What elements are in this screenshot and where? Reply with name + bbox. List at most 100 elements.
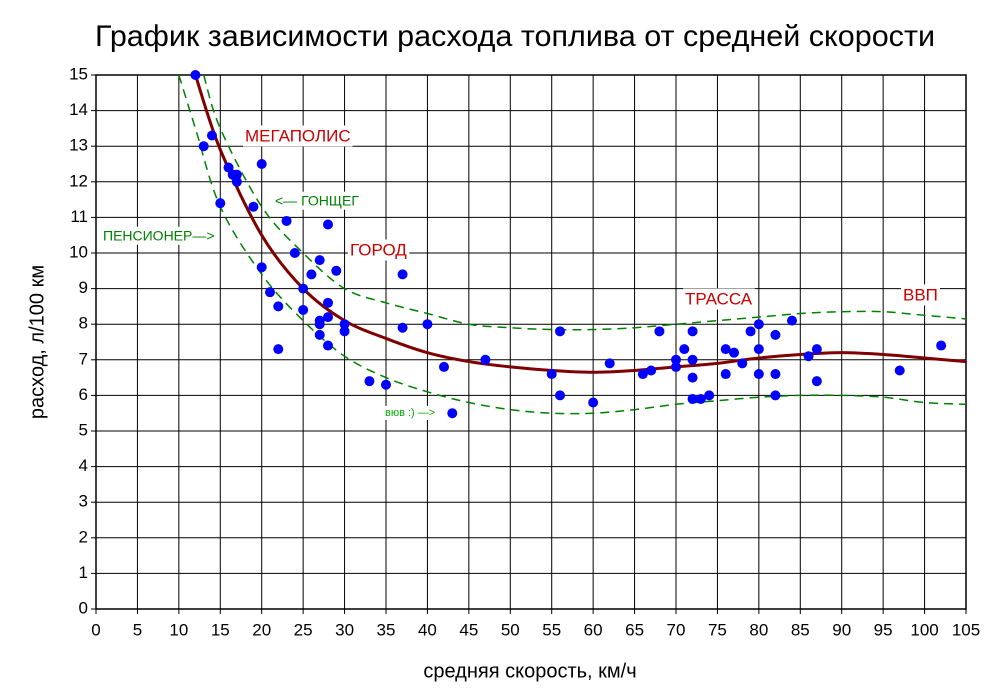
x-tick-label: 45	[459, 620, 478, 639]
point	[439, 361, 449, 372]
y-tick-label: 12	[69, 171, 88, 190]
point	[811, 376, 822, 387]
point	[190, 70, 201, 80]
point	[936, 340, 947, 351]
point	[314, 319, 325, 330]
y-tick-label: 6	[79, 385, 88, 404]
point	[679, 344, 690, 355]
y-tick-label: 11	[70, 207, 88, 226]
point	[281, 215, 292, 226]
annotation: ПЕНСИОНЕР—>	[103, 228, 215, 244]
point	[298, 283, 309, 294]
annotation: вюв :) —>	[385, 407, 435, 419]
point	[604, 358, 615, 369]
point	[306, 269, 317, 280]
point	[720, 344, 731, 355]
annotation-bg	[101, 226, 217, 245]
point	[298, 304, 309, 315]
point	[704, 390, 715, 401]
x-tick-label: 30	[335, 620, 354, 639]
point	[745, 326, 756, 337]
point	[323, 219, 333, 230]
annotation-bg	[683, 288, 755, 310]
point	[753, 369, 764, 380]
annotation: ГОРОД	[350, 240, 407, 259]
point	[753, 319, 764, 330]
point	[265, 287, 275, 298]
y-tick-label: 13	[69, 136, 88, 155]
point	[256, 262, 267, 273]
x-tick-label: 55	[542, 620, 561, 639]
point	[753, 344, 764, 355]
point	[273, 344, 284, 355]
x-tick-label: 70	[667, 620, 686, 639]
point	[248, 201, 259, 212]
point	[687, 393, 698, 404]
point	[323, 312, 333, 323]
y-tick-label: 4	[79, 456, 88, 475]
point	[231, 176, 242, 187]
point	[314, 329, 325, 340]
x-tick-label: 0	[91, 620, 100, 639]
y-tick-label: 3	[79, 492, 88, 511]
x-tick-label: 85	[791, 620, 810, 639]
point	[646, 365, 657, 376]
point	[803, 351, 814, 362]
point	[256, 159, 267, 169]
x-tick-label: 95	[874, 620, 893, 639]
point	[555, 390, 565, 401]
plot-area	[95, 74, 967, 610]
point	[737, 358, 748, 369]
point	[588, 397, 599, 408]
point	[729, 347, 739, 358]
point	[787, 315, 797, 326]
point	[397, 269, 408, 280]
point	[273, 301, 284, 312]
x-tick-label: 90	[832, 620, 851, 639]
point	[671, 354, 681, 365]
point	[555, 326, 565, 337]
point	[314, 255, 325, 266]
point	[720, 369, 731, 380]
x-tick-label: 60	[584, 620, 603, 639]
point	[671, 361, 681, 372]
bound-curve	[178, 74, 967, 415]
point	[331, 265, 342, 276]
point	[687, 326, 698, 337]
x-tick-label: 65	[625, 620, 644, 639]
annotation-bg	[383, 405, 438, 420]
y-tick-label: 8	[79, 314, 88, 333]
x-tick-label: 10	[169, 620, 188, 639]
point	[339, 319, 350, 330]
y-tick-label: 2	[79, 527, 88, 546]
y-tick-label: 10	[69, 242, 88, 261]
point	[770, 390, 781, 401]
point	[397, 322, 408, 333]
point	[894, 365, 905, 376]
point	[207, 130, 217, 141]
annotation: <— ГОНЩЕГ	[275, 193, 359, 209]
point	[381, 379, 391, 390]
chart-title: График зависимости расхода топлива от ср…	[95, 20, 935, 53]
x-tick-label: 20	[252, 620, 271, 639]
y-axis-label: расход, л/100 км	[26, 265, 48, 419]
y-tick-label: 15	[69, 64, 88, 83]
point	[422, 319, 433, 330]
annotation-bg	[273, 191, 362, 210]
y-tick-label: 5	[79, 420, 88, 439]
y-tick-label: 7	[79, 349, 88, 368]
point	[198, 141, 209, 152]
x-tick-label: 35	[377, 620, 396, 639]
annotation-bg	[243, 125, 353, 147]
point	[364, 376, 375, 387]
point	[637, 369, 648, 380]
y-tick-label: 0	[79, 598, 88, 617]
annotation: МЕГАПОЛИС	[245, 126, 351, 145]
x-tick-label: 105	[952, 620, 980, 639]
point	[289, 248, 300, 258]
point	[447, 408, 458, 419]
x-tick-label: 15	[211, 620, 230, 639]
x-tick-label: 100	[910, 620, 938, 639]
x-tick-label: 5	[133, 620, 142, 639]
